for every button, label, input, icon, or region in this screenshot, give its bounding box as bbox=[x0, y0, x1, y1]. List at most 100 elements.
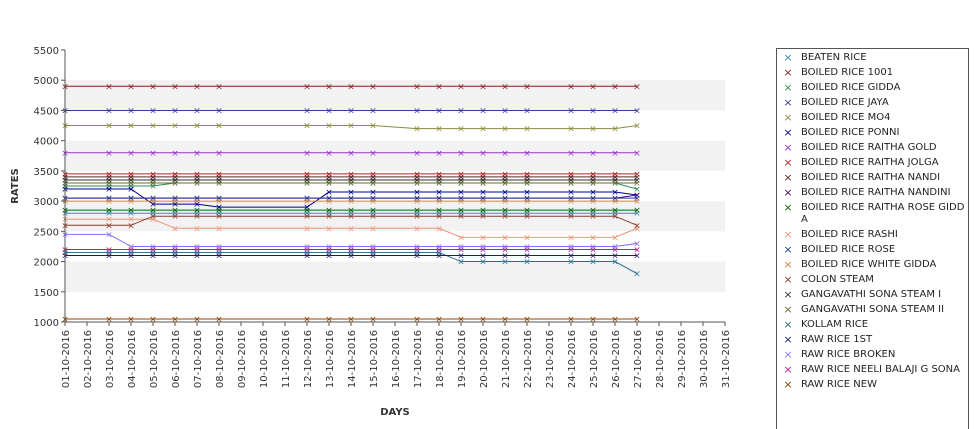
data-point-marker: × bbox=[303, 315, 311, 325]
data-point-marker: × bbox=[347, 209, 355, 219]
data-point-marker: × bbox=[479, 194, 487, 204]
data-point-marker: × bbox=[633, 224, 641, 234]
data-point-marker: × bbox=[369, 122, 377, 132]
legend-marker-icon: × bbox=[783, 288, 793, 301]
x-tick-label: 12-10-2016 bbox=[303, 330, 314, 388]
data-point-marker: × bbox=[369, 170, 377, 180]
data-point-marker: × bbox=[611, 233, 619, 243]
data-point-marker: × bbox=[105, 122, 113, 132]
data-point-marker: × bbox=[303, 203, 311, 213]
x-tick-label: 05-10-2016 bbox=[149, 330, 160, 388]
data-point-marker: × bbox=[633, 197, 641, 207]
data-point-marker: × bbox=[105, 245, 113, 255]
data-point-marker: × bbox=[435, 248, 443, 258]
data-point-marker: × bbox=[127, 197, 135, 207]
data-point-marker: × bbox=[413, 252, 421, 262]
data-point-marker: × bbox=[457, 197, 465, 207]
data-point-marker: × bbox=[523, 179, 531, 189]
x-tick-label: 22-10-2016 bbox=[523, 330, 534, 388]
data-point-marker: × bbox=[457, 233, 465, 243]
data-point-marker: × bbox=[325, 197, 333, 207]
data-point-marker: × bbox=[413, 245, 421, 255]
data-point-marker: × bbox=[171, 248, 179, 258]
data-point-marker: × bbox=[127, 106, 135, 116]
data-point-marker: × bbox=[567, 173, 575, 183]
data-point-marker: × bbox=[523, 206, 531, 216]
data-point-marker: × bbox=[347, 197, 355, 207]
data-point-marker: × bbox=[215, 179, 223, 189]
legend-marker-icon: × bbox=[783, 258, 793, 271]
data-point-marker: × bbox=[215, 179, 223, 189]
data-point-marker: × bbox=[303, 179, 311, 189]
data-point-marker: × bbox=[369, 197, 377, 207]
data-point-marker: × bbox=[567, 252, 575, 262]
axes bbox=[61, 49, 726, 326]
data-point-marker: × bbox=[325, 188, 333, 198]
data-point-marker: × bbox=[325, 179, 333, 189]
data-point-marker: × bbox=[435, 197, 443, 207]
legend-item: × COLON STEAM bbox=[781, 274, 968, 286]
legend-label: BOILED RICE RASHI bbox=[801, 229, 898, 240]
x-tick-label: 20-10-2016 bbox=[479, 330, 490, 388]
data-point-marker: × bbox=[215, 197, 223, 207]
data-point-marker: × bbox=[369, 179, 377, 189]
x-axis-title: DAYS bbox=[380, 407, 410, 418]
data-point-marker: × bbox=[127, 170, 135, 180]
data-point-marker: × bbox=[633, 270, 641, 280]
data-point-marker: × bbox=[611, 179, 619, 189]
data-point-marker: × bbox=[369, 194, 377, 204]
data-point-marker: × bbox=[523, 125, 531, 135]
data-point-marker: × bbox=[523, 315, 531, 325]
data-point-marker: × bbox=[567, 206, 575, 216]
data-point-marker: × bbox=[105, 182, 113, 192]
data-point-marker: × bbox=[633, 173, 641, 183]
data-point-marker: × bbox=[193, 173, 201, 183]
data-point-marker: × bbox=[325, 248, 333, 258]
x-tick-label: 28-10-2016 bbox=[655, 330, 666, 388]
data-point-marker: × bbox=[457, 209, 465, 219]
y-tick-label: 2000 bbox=[34, 258, 59, 269]
data-point-marker: × bbox=[589, 258, 597, 268]
data-point-marker: × bbox=[171, 245, 179, 255]
data-point-marker: × bbox=[611, 212, 619, 222]
y-tick-label: 4000 bbox=[34, 137, 59, 148]
legend-marker-icon: × bbox=[783, 333, 793, 346]
data-point-marker: × bbox=[127, 194, 135, 204]
legend-label: BOILED RICE RAITHA ROSE GIDDA bbox=[801, 202, 965, 225]
legend-label: BOILED RICE JAYA bbox=[801, 97, 889, 108]
legend-item: × BOILED RICE RAITHA ROSE GIDDA bbox=[781, 202, 968, 226]
grid-band bbox=[65, 261, 725, 292]
data-point-marker: × bbox=[193, 179, 201, 189]
legend-label: BOILED RICE ROSE bbox=[801, 244, 896, 255]
data-point-marker: × bbox=[347, 212, 355, 222]
data-point-marker: × bbox=[501, 173, 509, 183]
data-point-marker: × bbox=[193, 170, 201, 180]
data-point-marker: × bbox=[479, 212, 487, 222]
legend-item: × BOILED RICE WHITE GIDDA bbox=[781, 259, 968, 271]
data-point-marker: × bbox=[303, 170, 311, 180]
data-point-marker: × bbox=[479, 209, 487, 219]
data-point-marker: × bbox=[127, 185, 135, 195]
data-point-marker: × bbox=[347, 170, 355, 180]
data-point-marker: × bbox=[435, 252, 443, 262]
data-point-marker: × bbox=[369, 106, 377, 116]
data-point-marker: × bbox=[215, 194, 223, 204]
x-tick-label: 07-10-2016 bbox=[193, 330, 204, 388]
data-point-marker: × bbox=[171, 194, 179, 204]
data-point-marker: × bbox=[303, 242, 311, 252]
data-point-marker: × bbox=[215, 206, 223, 216]
legend-label: BOILED RICE RAITHA NANDINI bbox=[801, 187, 951, 198]
legend-item: × KOLLAM RICE bbox=[781, 319, 968, 331]
x-tick-label: 15-10-2016 bbox=[369, 330, 380, 388]
data-point-marker: × bbox=[127, 242, 135, 252]
x-tick-label: 10-10-2016 bbox=[259, 330, 270, 388]
data-point-marker: × bbox=[193, 252, 201, 262]
data-point-marker: × bbox=[193, 212, 201, 222]
data-point-marker: × bbox=[347, 252, 355, 262]
legend-label: BOILED RICE PONNI bbox=[801, 127, 900, 138]
data-point-marker: × bbox=[303, 149, 311, 159]
data-point-marker: × bbox=[589, 179, 597, 189]
data-point-marker: × bbox=[457, 179, 465, 189]
data-point-marker: × bbox=[567, 315, 575, 325]
data-point-marker: × bbox=[303, 122, 311, 132]
